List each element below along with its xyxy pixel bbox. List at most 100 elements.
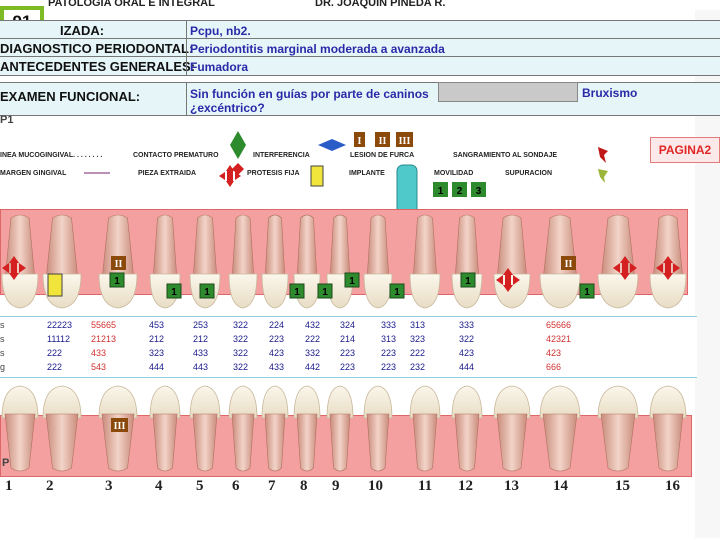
tooth-number: 4 (155, 478, 163, 494)
upper-crown (1, 273, 39, 309)
furca-iii-mark: III (399, 136, 411, 147)
lower-root (231, 413, 255, 472)
lower-root (542, 413, 578, 472)
movilidad-marker-label: 1 (322, 287, 328, 298)
hidden-field-box (438, 82, 578, 102)
tooth-number: 15 (615, 478, 630, 494)
lower-root (652, 413, 684, 472)
lower-crown (261, 385, 289, 419)
probing-value: 323 (149, 348, 165, 358)
movilidad-3-mark: 3 (476, 186, 482, 197)
probing-value: 322 (233, 362, 249, 372)
probing-value: 442 (305, 362, 321, 372)
lower-root (329, 413, 351, 472)
contacto-diamond-icon (230, 131, 246, 159)
header-value-2: Periodontitis marginal moderada a avanza… (190, 42, 445, 56)
probing-value: 444 (459, 362, 475, 372)
upper-root (412, 214, 438, 281)
probing-value: 423 (546, 348, 562, 358)
probing-value: 214 (340, 334, 356, 344)
furca-marker (111, 256, 126, 270)
probing-value: 322 (233, 348, 249, 358)
lower-crown (293, 385, 321, 419)
lower-crown (363, 385, 393, 419)
header-row-3: ANTECEDENTES GENERALES: Fumadora (0, 56, 720, 76)
bruxismo-label: Bruxismo (582, 86, 638, 100)
probing-value: 423 (269, 348, 285, 358)
movilidad-marker (199, 283, 215, 299)
extraction-cross (613, 256, 637, 280)
lower-root (600, 413, 636, 472)
upper-teeth (1, 214, 687, 309)
legend-supuracion: SUPURACION (505, 170, 553, 177)
probing-value: 11112 (47, 334, 71, 344)
movilidad-marker (460, 272, 476, 288)
pagina2-label: PAGINA2 (658, 143, 712, 157)
movilidad-marker (389, 283, 405, 299)
header-row-2: DIAGNOSTICO PERIODONTAL: Periodontitis m… (0, 38, 720, 57)
movilidad-marker-label: 1 (171, 287, 177, 298)
upper-root (231, 214, 255, 281)
probing-value: 322 (233, 320, 249, 330)
upper-root (101, 214, 135, 281)
tooth-number: 14 (553, 478, 568, 494)
upper-root (652, 214, 684, 281)
upper-crown (363, 273, 393, 309)
furca-marker-label: III (114, 421, 126, 432)
lower-crown (42, 385, 82, 419)
tooth-number: 2 (46, 478, 54, 494)
probing-value: 313 (381, 334, 397, 344)
header-value-1: Pcpu, nb2. (190, 24, 251, 38)
header-value-5: ¿excéntrico? (190, 101, 265, 115)
legend-margen: MARGEN GINGIVAL (0, 170, 67, 177)
furca-ii-mark: II (379, 136, 387, 147)
probing-value: 21213 (91, 334, 117, 344)
probing-value: 222 (410, 348, 426, 358)
header-row-1: IZADA: Pcpu, nb2. (0, 20, 720, 39)
probing-value: 324 (340, 320, 356, 330)
probing-value: 224 (269, 320, 285, 330)
probing-value: 22223 (47, 320, 73, 330)
probing-value: 543 (91, 362, 107, 372)
movilidad-marker-label: 1 (294, 287, 300, 298)
movilidad-marker (289, 283, 305, 299)
probing-value: 332 (305, 348, 321, 358)
legend-movilidad: MOVILIDAD (434, 170, 474, 177)
extraction-cross (656, 256, 680, 280)
header-label-1: IZADA: (60, 23, 105, 38)
upper-crown (649, 273, 687, 309)
upper-root (496, 214, 528, 281)
furca-i-mark: I (358, 136, 362, 147)
tooth-number: 10 (368, 478, 383, 494)
lower-crown (451, 385, 483, 419)
pagina2-button[interactable]: PAGINA2 (650, 137, 720, 163)
row-label-3: s (0, 348, 5, 358)
legend-implante: IMPLANTE (349, 170, 385, 177)
legend-furca: LESION DE FURCA (350, 152, 415, 159)
probing-table: s s s g 22223 11112 222 222 55665 21213 433 543… (0, 316, 697, 378)
lower-crown (539, 385, 581, 419)
movilidad-marker-label: 1 (349, 276, 355, 287)
upper-crown (98, 273, 138, 309)
probing-value: 223 (381, 362, 397, 372)
probing-value: 313 (410, 320, 426, 330)
header-row-4: EXAMEN FUNCIONAL: Sin función en guías p… (0, 82, 720, 116)
probing-value: 433 (269, 362, 285, 372)
tooth-number: 6 (232, 478, 240, 494)
upper-root (264, 214, 286, 281)
upper-root (542, 214, 578, 281)
probing-value: 212 (193, 334, 209, 344)
legend-icons: I II III 1 2 3 (84, 131, 608, 218)
lower-root (152, 413, 178, 472)
probing-value: 222 (47, 348, 63, 358)
legend-contacto: CONTACTO PREMATURO (133, 152, 219, 159)
lower-crown (409, 385, 441, 419)
probing-value: 223 (340, 348, 356, 358)
probing-value: 333 (381, 320, 397, 330)
probing-value: 223 (269, 334, 285, 344)
furca-marker (561, 256, 576, 270)
lower-crown (649, 385, 687, 419)
movilidad-marker (579, 283, 595, 299)
probing-value: 232 (410, 362, 426, 372)
